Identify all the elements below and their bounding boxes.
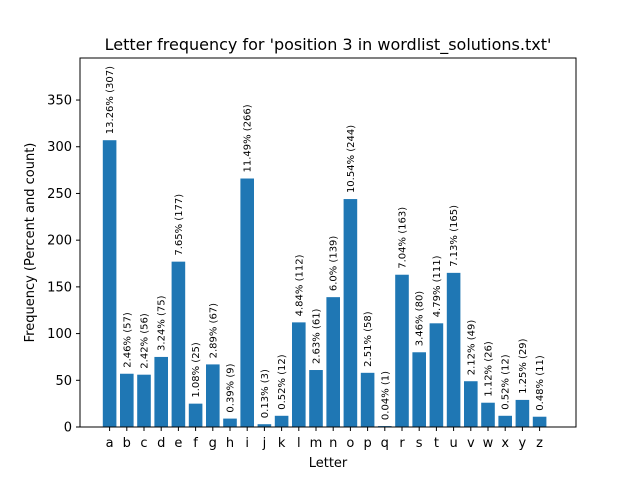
bar-label-l: 4.84% (112) bbox=[294, 254, 305, 316]
x-tick-label-e: e bbox=[174, 436, 182, 451]
bar-j bbox=[257, 424, 272, 427]
x-tick-label-b: b bbox=[123, 436, 131, 451]
x-axis-label: Letter bbox=[309, 456, 348, 471]
bar-label-i: 11.49% (266) bbox=[243, 104, 254, 172]
x-tick-label-i: i bbox=[245, 436, 249, 451]
bar-m bbox=[309, 370, 323, 427]
x-tick-label-d: d bbox=[157, 436, 165, 451]
y-axis-label: Frequency (Percent and count) bbox=[23, 143, 38, 343]
bar-label-q: 0.04% (1) bbox=[380, 371, 391, 420]
x-tick-label-t: t bbox=[434, 436, 439, 451]
bar-z bbox=[532, 416, 547, 427]
x-tick-label-p: p bbox=[363, 436, 371, 451]
bar-o bbox=[343, 199, 358, 427]
bar-label-x: 0.52% (12) bbox=[501, 354, 512, 410]
x-tick-label-o: o bbox=[346, 436, 354, 451]
bar-label-f: 1.08% (25) bbox=[191, 342, 202, 398]
bar-label-v: 2.12% (49) bbox=[466, 320, 477, 376]
bar-label-w: 1.12% (26) bbox=[484, 341, 495, 397]
bar-c bbox=[137, 374, 151, 427]
x-tick-label-f: f bbox=[193, 436, 198, 451]
bars-group bbox=[102, 140, 547, 427]
y-tick-label-50: 50 bbox=[55, 374, 72, 389]
bar-label-b: 2.46% (57) bbox=[122, 312, 133, 368]
bar-label-s: 3.46% (80) bbox=[415, 291, 426, 347]
x-tick-label-g: g bbox=[209, 436, 217, 451]
x-tick-label-u: u bbox=[449, 436, 457, 451]
x-tick-label-z: z bbox=[536, 436, 543, 451]
x-tick-label-n: n bbox=[329, 436, 337, 451]
bar-label-y: 1.25% (29) bbox=[518, 338, 529, 394]
bar-s bbox=[412, 352, 426, 427]
y-tick-label-300: 300 bbox=[47, 140, 72, 155]
bar-p bbox=[360, 372, 375, 427]
bar-label-u: 7.13% (165) bbox=[449, 205, 460, 267]
bar-label-e: 7.65% (177) bbox=[174, 194, 185, 256]
bar-f bbox=[188, 403, 203, 427]
y-tick-label-350: 350 bbox=[47, 94, 72, 109]
bar-a bbox=[102, 140, 117, 427]
bar-labels-group: 13.26% (307) 2.46% (57) 2.42% (56) 3.24% (7… bbox=[105, 66, 546, 420]
bar-h bbox=[223, 418, 237, 427]
bar-label-j: 0.13% (3) bbox=[260, 369, 271, 418]
y-tick-label-100: 100 bbox=[47, 327, 72, 342]
x-tick-label-r: r bbox=[399, 436, 405, 451]
x-tick-label-h: h bbox=[226, 436, 234, 451]
x-tick-label-s: s bbox=[416, 436, 423, 451]
x-tick-label-q: q bbox=[381, 436, 389, 451]
bar-n bbox=[326, 297, 340, 427]
bar-label-c: 2.42% (56) bbox=[140, 313, 151, 369]
x-tick-label-w: w bbox=[483, 436, 494, 451]
bar-label-o: 10.54% (244) bbox=[346, 125, 357, 193]
bar-y bbox=[515, 399, 530, 427]
x-tick-label-c: c bbox=[140, 436, 147, 451]
bar-e bbox=[171, 261, 186, 427]
y-tick-label-250: 250 bbox=[47, 187, 72, 202]
bar-i bbox=[240, 178, 254, 427]
bar-label-k: 0.52% (12) bbox=[277, 354, 288, 410]
bar-g bbox=[206, 364, 220, 427]
x-tick-label-a: a bbox=[106, 436, 114, 451]
bar-w bbox=[481, 402, 495, 427]
x-tick-label-l: l bbox=[297, 436, 301, 451]
bar-label-h: 0.39% (9) bbox=[226, 363, 237, 412]
bar-b bbox=[120, 373, 134, 427]
x-tick-label-k: k bbox=[278, 436, 286, 451]
x-tick-label-x: x bbox=[501, 436, 509, 451]
bar-label-t: 4.79% (111) bbox=[432, 255, 443, 317]
bar-x bbox=[498, 415, 512, 427]
x-tick-label-y: y bbox=[519, 436, 527, 451]
bar-label-m: 2.63% (61) bbox=[312, 308, 323, 364]
bar-u bbox=[446, 272, 461, 427]
chart-title: Letter frequency for 'position 3 in word… bbox=[105, 35, 552, 55]
bar-label-r: 7.04% (163) bbox=[398, 207, 409, 269]
y-tick-label-200: 200 bbox=[47, 234, 72, 249]
bar-label-n: 6.0% (139) bbox=[329, 236, 340, 292]
bar-r bbox=[395, 274, 409, 427]
y-axis-ticks: 0 50 100 150 200 250 300 350 bbox=[47, 94, 80, 436]
bar-label-a: 13.26% (307) bbox=[105, 66, 116, 134]
bar-k bbox=[274, 415, 289, 427]
bar-t bbox=[429, 323, 444, 427]
x-tick-label-v: v bbox=[467, 436, 475, 451]
bar-d bbox=[154, 356, 168, 427]
y-tick-label-0: 0 bbox=[64, 421, 72, 436]
plot-frame bbox=[79, 57, 577, 428]
bar-l bbox=[292, 322, 306, 427]
x-tick-label-j: j bbox=[262, 436, 267, 451]
bar-v bbox=[464, 381, 478, 427]
bar-label-z: 0.48% (11) bbox=[535, 355, 546, 411]
y-tick-label-150: 150 bbox=[47, 280, 72, 295]
bar-label-d: 3.24% (75) bbox=[157, 295, 168, 351]
bar-label-g: 2.89% (67) bbox=[208, 303, 219, 359]
x-tick-label-m: m bbox=[310, 436, 323, 451]
bar-label-p: 2.51% (58) bbox=[363, 311, 374, 367]
